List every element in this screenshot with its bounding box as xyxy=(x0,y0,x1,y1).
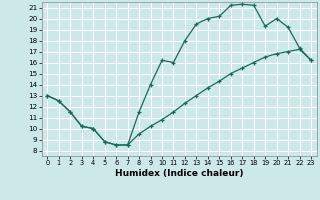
X-axis label: Humidex (Indice chaleur): Humidex (Indice chaleur) xyxy=(115,169,244,178)
